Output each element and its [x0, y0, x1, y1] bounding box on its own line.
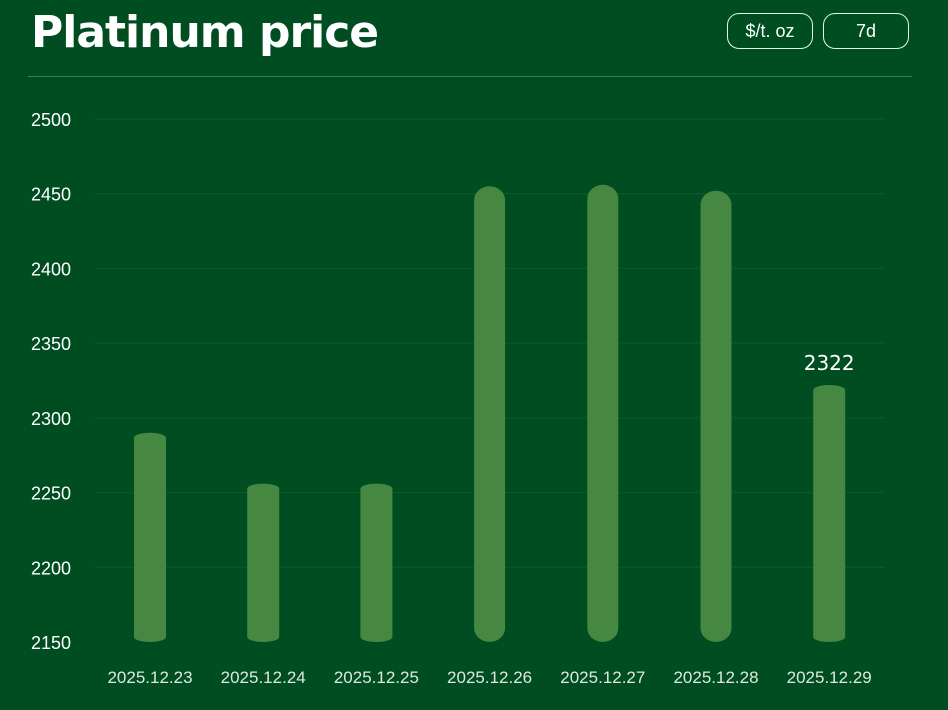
y-tick-label: 2250	[31, 484, 71, 504]
range-selector-button[interactable]: 7d	[823, 13, 909, 49]
bar-2025.12.27	[587, 184, 619, 642]
header-divider	[28, 76, 912, 77]
x-tick-label: 2025.12.28	[673, 668, 758, 687]
y-tick-label: 2500	[31, 110, 71, 130]
x-tick-label: 2025.12.24	[221, 668, 306, 687]
bar-2025.12.26	[474, 186, 506, 642]
bar-2025.12.24	[247, 483, 280, 642]
unit-selector-button[interactable]: $/t. oz	[727, 13, 813, 49]
y-tick-label: 2350	[31, 334, 71, 354]
x-tick-label: 2025.12.26	[447, 668, 532, 687]
y-tick-label: 2300	[31, 409, 71, 429]
data-label: 2322	[804, 351, 855, 375]
bar-2025.12.25	[360, 483, 393, 642]
x-tick-label: 2025.12.27	[560, 668, 645, 687]
x-tick-label: 2025.12.29	[787, 668, 872, 687]
y-tick-label: 2400	[31, 259, 71, 279]
bar-2025.12.28	[700, 190, 732, 642]
x-tick-label: 2025.12.23	[107, 668, 192, 687]
page-title: Platinum price	[31, 7, 379, 58]
y-tick-label: 2200	[31, 558, 71, 578]
bar-2025.12.23	[134, 432, 166, 642]
bar-2025.12.29	[813, 384, 846, 642]
y-tick-label: 2150	[31, 633, 71, 653]
x-tick-label: 2025.12.25	[334, 668, 419, 687]
y-tick-label: 2450	[31, 185, 71, 205]
